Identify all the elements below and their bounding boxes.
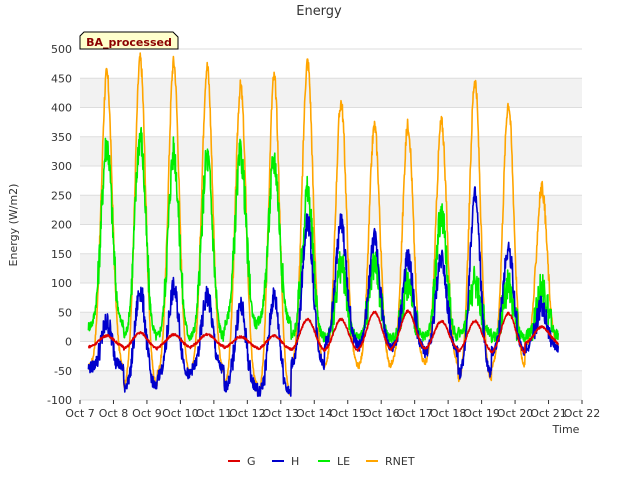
y-tick-label: 450 xyxy=(51,72,72,85)
x-tick-label: Oct 15 xyxy=(329,407,366,420)
grid-band xyxy=(80,370,582,400)
x-tick-label: Oct 8 xyxy=(99,407,129,420)
badge-label: BA_processed xyxy=(86,36,172,49)
y-tick-label: 200 xyxy=(51,219,72,232)
series-line-g xyxy=(87,309,559,355)
y-tick-label: 250 xyxy=(51,189,72,202)
y-tick-label: 50 xyxy=(58,306,72,319)
y-tick-label: -100 xyxy=(47,394,72,407)
x-tick-label: Oct 7 xyxy=(65,407,95,420)
grid-bands xyxy=(80,78,582,400)
x-tick-label: Oct 19 xyxy=(463,407,500,420)
y-tick-label: 0 xyxy=(65,336,72,349)
x-tick-label: Oct 14 xyxy=(296,407,333,420)
x-tick-label: Oct 13 xyxy=(263,407,300,420)
grid-band xyxy=(80,78,582,108)
y-tick-labels: -100 -50 0 50 100 150 200 250 300 350 400 450 500 xyxy=(47,43,72,407)
x-tick-label: Oct 20 xyxy=(497,407,534,420)
x-tick-label: Oct 21 xyxy=(530,407,567,420)
grid-band xyxy=(80,136,582,166)
y-tick-label: 100 xyxy=(51,277,72,290)
x-tick-label: Oct 17 xyxy=(396,407,433,420)
y-tick-label: 400 xyxy=(51,102,72,115)
badge: BA_processed xyxy=(79,31,179,50)
x-tick-label: Oct 11 xyxy=(196,407,233,420)
x-tick-label: Oct 18 xyxy=(430,407,467,420)
x-tick-label: Oct 10 xyxy=(162,407,199,420)
legend: G H LE RNET xyxy=(228,455,415,468)
legend-label: RNET xyxy=(385,455,415,468)
badge-box xyxy=(79,31,179,50)
x-axis-label: Time xyxy=(552,423,580,436)
grid-band xyxy=(80,253,582,283)
x-tick-label: Oct 12 xyxy=(229,407,266,420)
grid-band xyxy=(80,195,582,225)
y-tick-label: -50 xyxy=(54,365,72,378)
y-tick-label: 500 xyxy=(51,43,72,56)
chart-title: Energy xyxy=(296,4,342,19)
legend-label: H xyxy=(291,455,299,468)
legend-label: G xyxy=(247,455,256,468)
y-tick-label: 150 xyxy=(51,248,72,261)
x-tick-label: Oct 22 xyxy=(564,407,601,420)
series-line-le xyxy=(87,126,559,344)
y-tick-label: 350 xyxy=(51,131,72,144)
series-layer xyxy=(87,52,559,397)
legend-label: LE xyxy=(337,455,350,468)
x-tick-label: Oct 16 xyxy=(363,407,400,420)
y-axis-label: Energy (W/m2) xyxy=(7,184,20,267)
y-tick-label: 300 xyxy=(51,160,72,173)
x-tick-label: Oct 9 xyxy=(132,407,162,420)
